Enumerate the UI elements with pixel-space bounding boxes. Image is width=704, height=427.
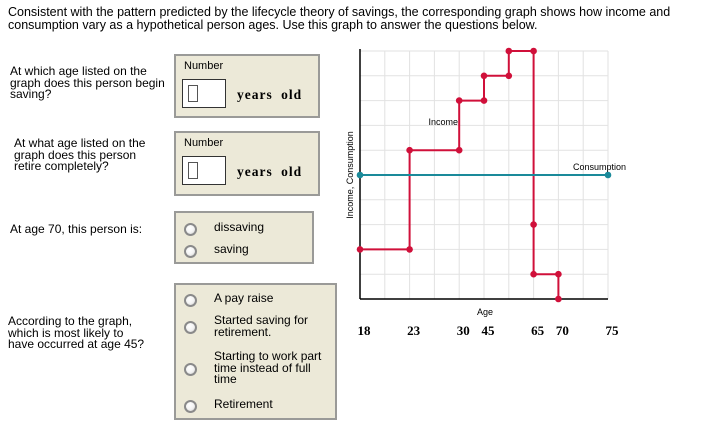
income-line <box>360 50 560 299</box>
radio-icon[interactable] <box>184 400 197 413</box>
radio-icon[interactable] <box>184 245 197 258</box>
option-label: A pay raise <box>214 291 274 305</box>
income-point <box>455 97 463 104</box>
unit-label: years old <box>237 87 303 102</box>
intro-text: Consistent with the pattern predicted by… <box>8 5 671 32</box>
y-axis-label: Income, Consumption <box>345 131 355 219</box>
income-point <box>480 72 488 80</box>
unit-label: years old <box>237 164 303 179</box>
income-point <box>406 146 413 154</box>
option-label: Starting to work part time instead of fu… <box>214 349 322 386</box>
x-tick-label: 75 <box>606 323 620 338</box>
income-point <box>480 97 488 104</box>
question-4-text: According to the graph, which is most li… <box>8 314 145 351</box>
income-point <box>406 246 413 253</box>
income-point <box>555 270 562 278</box>
consumption-point <box>356 171 364 179</box>
income-point <box>530 270 537 278</box>
answer-box-3: dissaving saving <box>174 211 314 264</box>
answer-box-2: Number years old <box>174 131 320 196</box>
consumption-point <box>604 171 612 179</box>
number-label: Number <box>184 137 224 149</box>
radio-icon[interactable] <box>184 363 197 376</box>
question-2-text: At what age listed on the graph does thi… <box>14 136 146 173</box>
age-retire-input[interactable] <box>182 156 226 185</box>
answer-box-4: A pay raise Started saving for retiremen… <box>174 283 337 420</box>
option-label: dissaving <box>214 220 265 234</box>
x-axis-label: Age <box>477 307 493 317</box>
radio-icon[interactable] <box>184 294 197 307</box>
x-tick-label: 65 <box>531 323 545 338</box>
answer-box-1: Number years old <box>174 54 320 118</box>
option-label: Started saving for retirement. <box>214 313 309 339</box>
series-label-consumption: Consumption <box>573 162 626 172</box>
income-point <box>505 47 513 55</box>
income-point <box>530 221 537 228</box>
income-point <box>505 72 513 80</box>
income-point <box>356 246 364 253</box>
radio-icon[interactable] <box>184 223 197 236</box>
x-tick-label: 70 <box>556 323 569 338</box>
number-label: Number <box>184 60 224 72</box>
option-label: Retirement <box>214 397 273 411</box>
radio-icon[interactable] <box>184 321 197 334</box>
x-tick-label: 18 <box>358 323 372 338</box>
age-begin-saving-input[interactable] <box>182 79 226 108</box>
x-tick-label: 45 <box>482 323 496 338</box>
income-point <box>455 146 463 154</box>
income-point <box>555 295 562 303</box>
x-tick-label: 30 <box>457 323 470 338</box>
option-label: saving <box>214 242 249 256</box>
x-tick-label: 23 <box>407 323 421 338</box>
question-1-text: At which age listed on the graph does th… <box>10 64 165 101</box>
income-point <box>530 47 537 55</box>
question-3-text: At age 70, this person is: <box>10 222 143 236</box>
text-cursor-icon <box>188 162 198 179</box>
series-label-income: Income <box>428 117 458 127</box>
text-cursor-icon <box>188 85 198 102</box>
